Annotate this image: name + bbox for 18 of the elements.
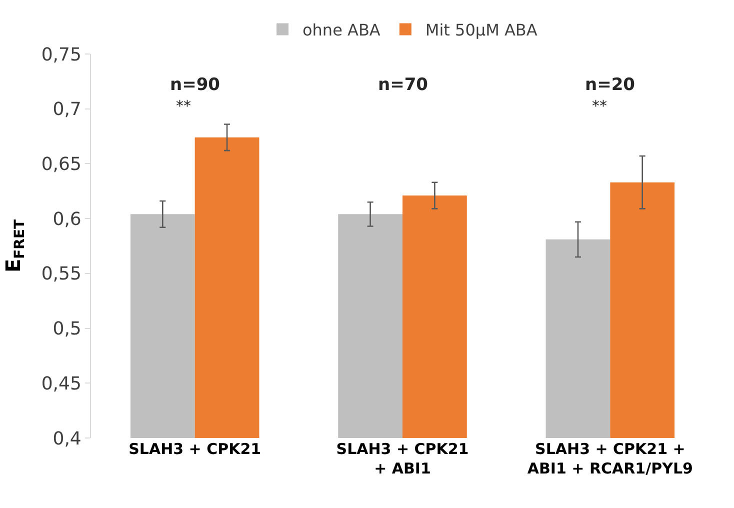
legend-label: Mit 50µM ABA [425,20,538,40]
annotation: n=90 [170,75,220,95]
x-tick-label: SLAH3 + CPK21 [128,440,262,458]
y-tick-label: 0,55 [41,264,82,285]
annotation: n=20 [585,75,636,95]
y-tick-label: 0,4 [52,428,82,450]
annotation: n=70 [378,75,428,95]
annotation: ** [592,97,608,115]
y-tick-label: 0,45 [41,373,82,394]
y-tick-label: 0,7 [52,99,82,120]
x-tick-label: SLAH3 + CPK21 + ABI1 [336,440,469,478]
annotation: ** [176,97,192,115]
y-tick-label: 0,75 [41,44,82,66]
y-tick-label: 0,65 [41,154,82,176]
y-tick-label: 0,5 [52,318,82,340]
y-tick-label: 0,6 [52,208,82,230]
legend-label: ohne ABA [302,20,380,40]
x-tick-label: SLAH3 + CPK21 + ABI1 + RCAR1/PYL9 [527,440,693,478]
